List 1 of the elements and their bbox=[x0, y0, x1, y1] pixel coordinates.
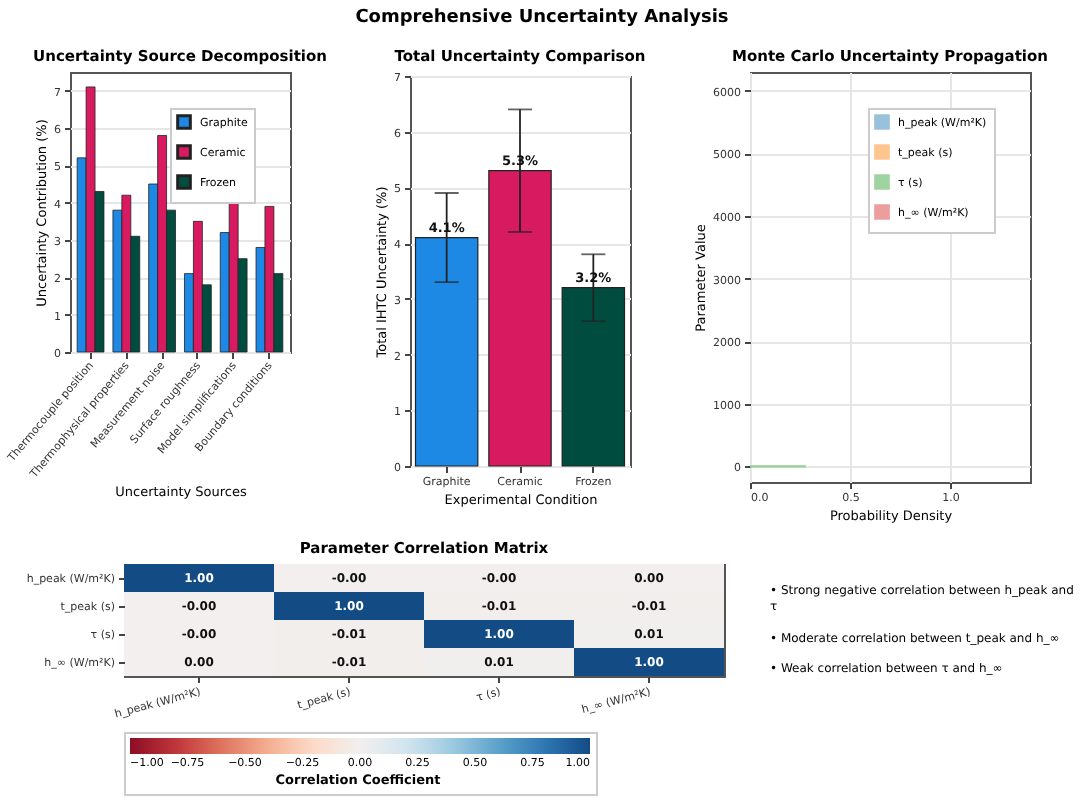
text: Comprehensive Uncertainty Analysis bbox=[353, 8, 731, 28]
